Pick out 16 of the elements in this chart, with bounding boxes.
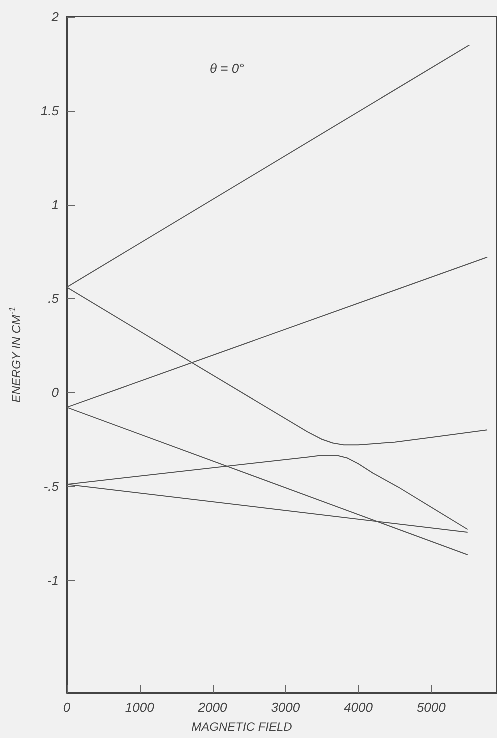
x-tick-label: 3000 xyxy=(271,700,301,715)
y-tick-label: 1 xyxy=(52,197,59,212)
x-axis-title: MAGNETIC FIELD xyxy=(192,720,293,734)
x-tick-label: 5000 xyxy=(416,700,447,715)
y-tick-label: .5 xyxy=(48,291,60,306)
x-tick-label: 4000 xyxy=(344,700,374,715)
x-tick-label: 2000 xyxy=(197,700,228,715)
annotation: θ = 0° xyxy=(210,61,244,76)
x-tick-label: 1000 xyxy=(125,700,156,715)
y-tick-label: 2 xyxy=(50,10,60,24)
y-tick-label: 0 xyxy=(52,385,60,400)
x-tick-label: 0 xyxy=(63,700,72,715)
y-tick-label: -.5 xyxy=(44,478,60,494)
y-tick-label: 1.5 xyxy=(40,103,60,118)
y-axis-title: ENERGY IN CM-1 xyxy=(8,306,24,403)
y-tick-label: -1 xyxy=(47,572,59,588)
